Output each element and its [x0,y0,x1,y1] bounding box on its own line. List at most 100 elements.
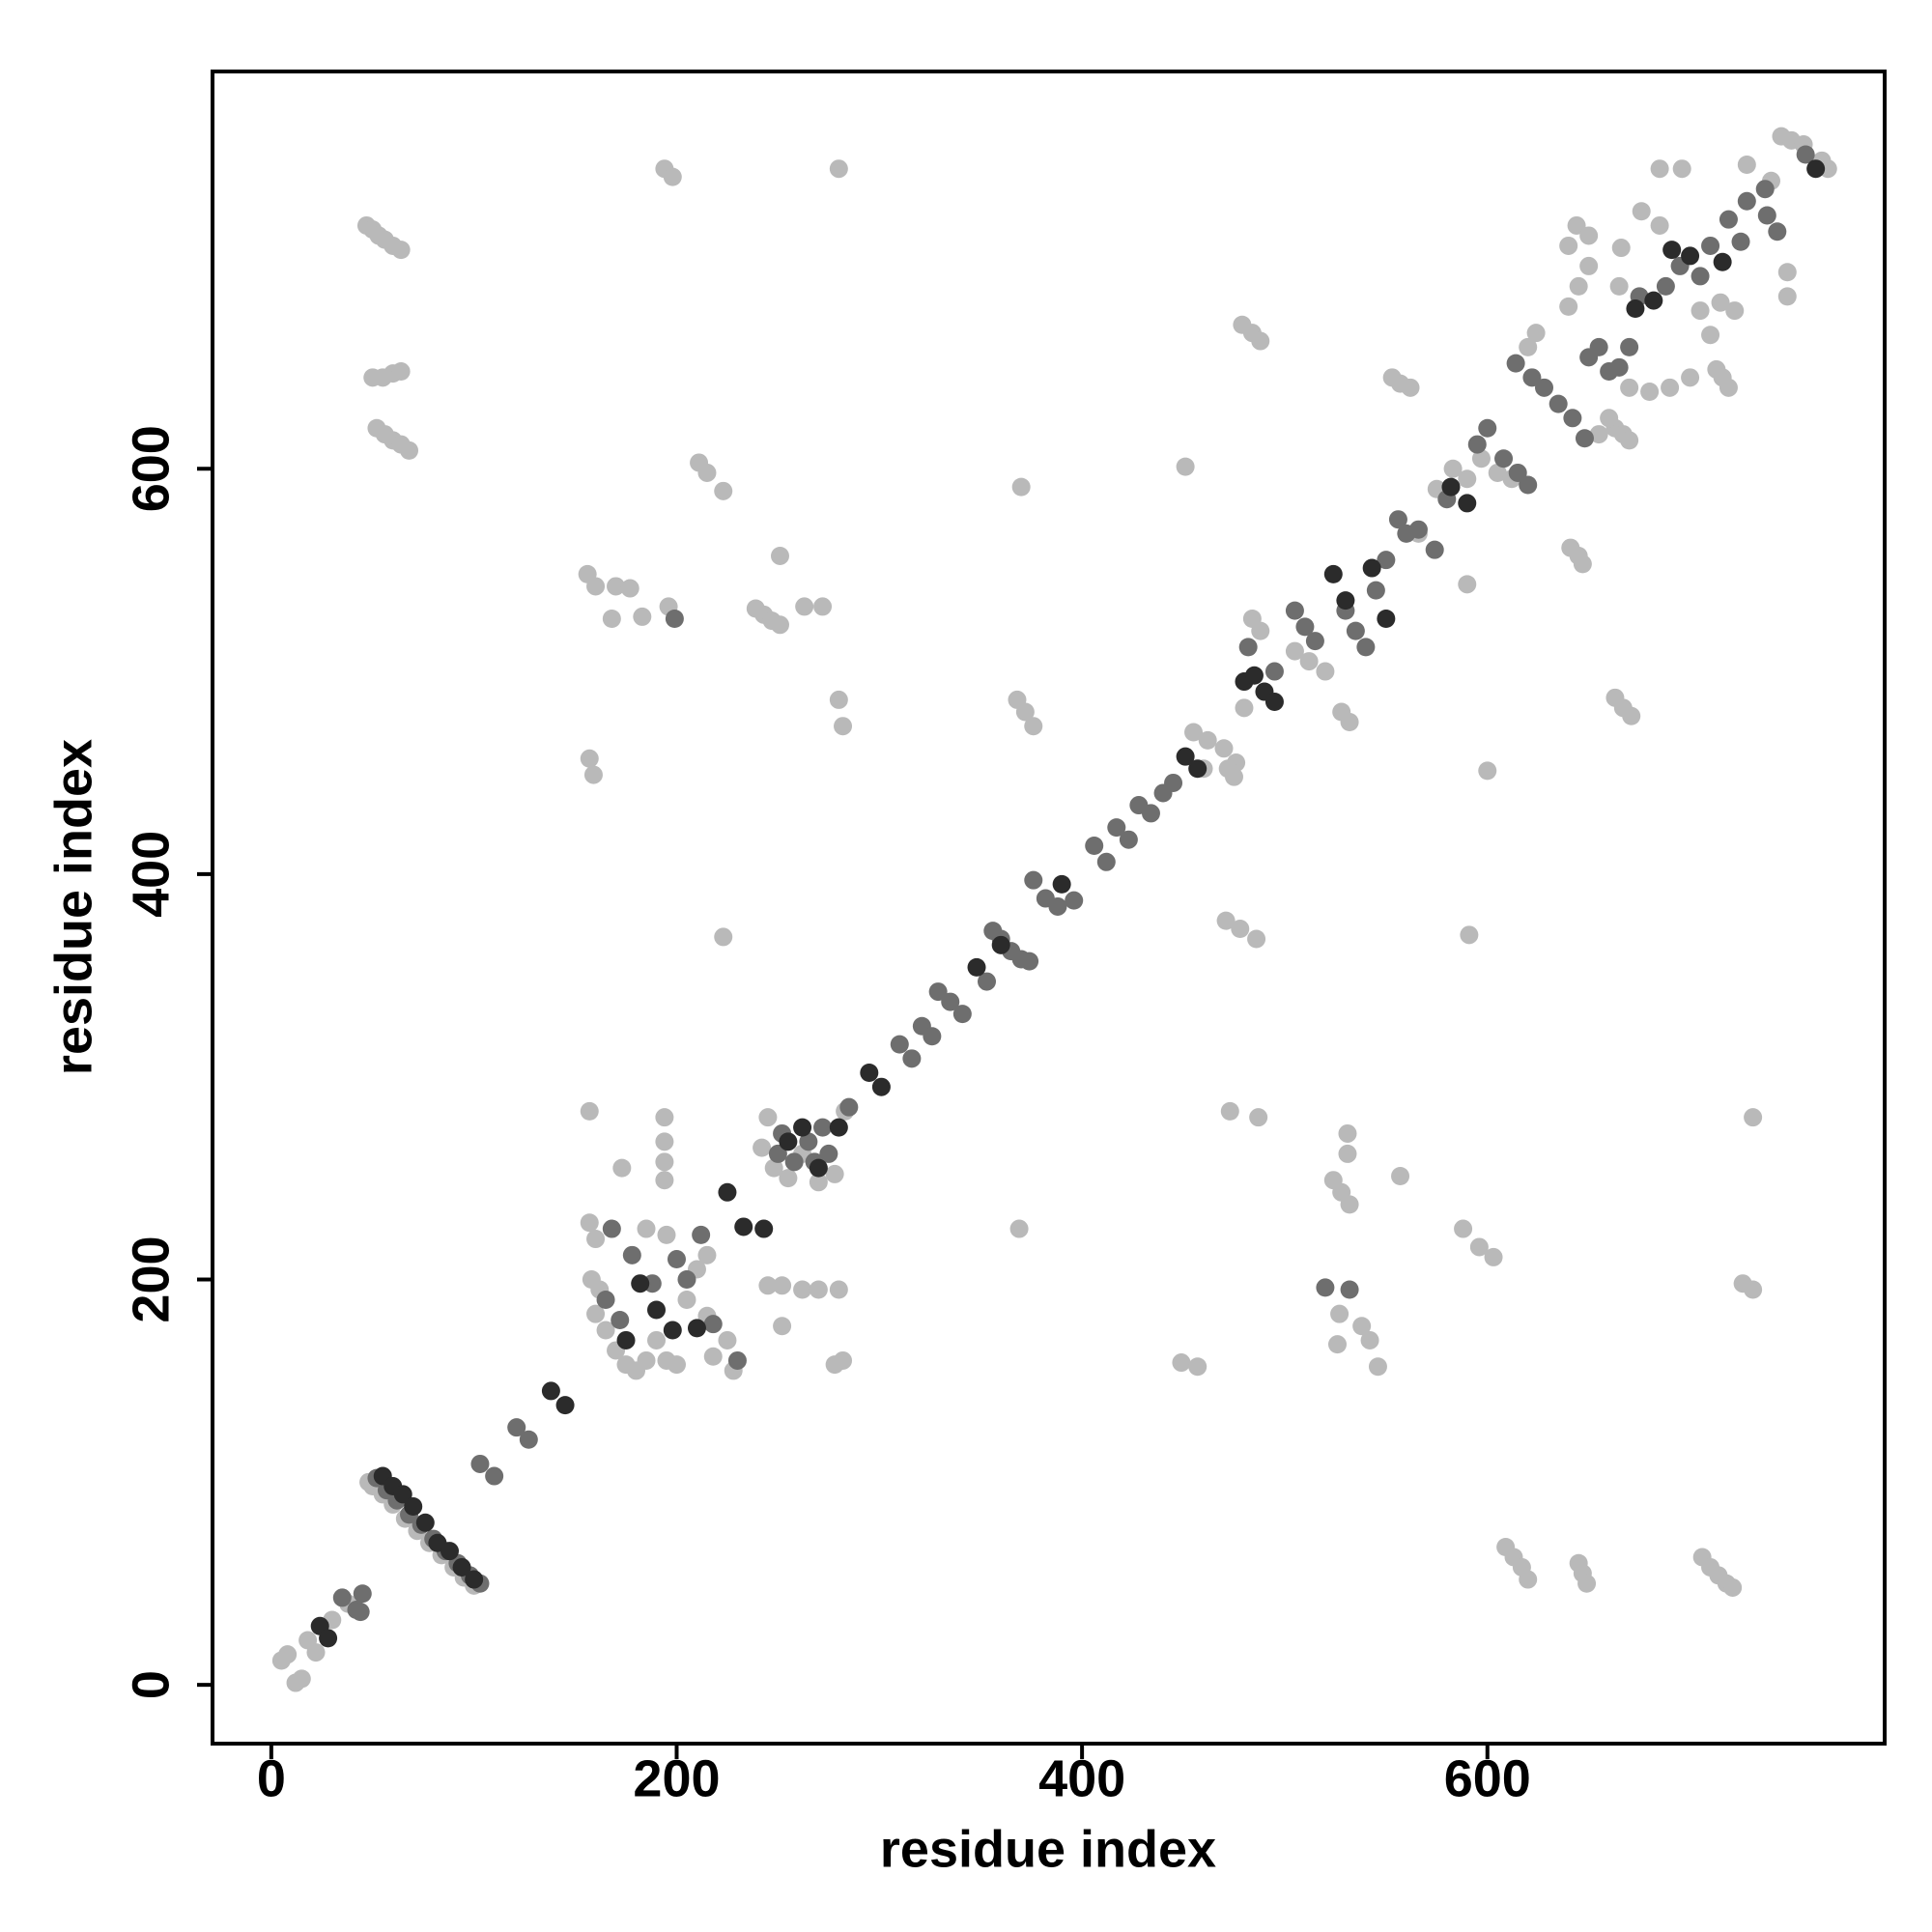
point [612,1158,632,1178]
point [1015,702,1035,722]
point [583,765,603,784]
point [1251,621,1270,640]
point [393,1485,412,1504]
point [1609,276,1629,296]
point [890,1035,909,1054]
point [1579,226,1599,245]
point [647,1300,667,1320]
point [665,610,684,629]
point [586,1304,606,1323]
point [1519,1570,1538,1589]
point [620,579,639,598]
point [1224,767,1243,786]
point [1220,1101,1239,1121]
point [714,481,733,500]
point [928,982,948,1002]
point [631,1274,650,1293]
point [470,1454,490,1473]
point [655,1171,674,1190]
x-tick-label: 600 [1444,1749,1531,1807]
point [278,1645,298,1664]
point [819,1144,838,1163]
point [923,1027,942,1046]
point [1188,1357,1208,1377]
point [1408,520,1428,539]
point [1567,215,1586,235]
point [773,1276,792,1295]
point [1184,723,1204,742]
point [825,1164,844,1183]
point [1701,326,1720,345]
point [404,1497,423,1517]
point [1164,773,1183,792]
point [1626,298,1645,318]
point [1052,874,1071,894]
point [1650,159,1669,179]
point [829,690,848,709]
point [1737,191,1756,211]
point [306,1643,326,1662]
point [1522,368,1542,387]
point [1401,378,1420,397]
point [1662,241,1682,260]
point [1484,1247,1503,1266]
point [1573,554,1592,574]
y-tick-label: 0 [122,1670,180,1699]
point [727,1350,747,1370]
point [1443,459,1463,478]
point [1701,236,1720,255]
point [1085,837,1104,856]
point [1024,870,1043,890]
point [1506,354,1525,373]
point [655,1108,674,1127]
point [507,1418,526,1437]
point [1251,331,1270,351]
point [622,1245,641,1264]
point [677,1290,696,1309]
point [1575,429,1594,448]
point [391,362,411,382]
point [829,1280,848,1299]
point [1777,263,1797,282]
point [1024,717,1043,736]
point [793,1118,812,1137]
point [1806,159,1826,179]
point [580,1213,599,1233]
point [637,1219,656,1238]
point [839,1097,859,1117]
point [1620,378,1639,397]
point [902,1049,922,1068]
point [793,1280,812,1299]
point [1172,1353,1191,1373]
point [784,1152,804,1172]
point [952,1005,972,1024]
point [351,1603,370,1622]
point [1214,739,1234,758]
x-tick-label: 400 [1038,1749,1125,1807]
x-tick-label: 0 [257,1749,286,1807]
point [1388,510,1407,529]
point [1316,662,1335,681]
point [1559,236,1578,255]
point [1338,1144,1357,1163]
point [758,1108,778,1127]
point [319,1629,338,1648]
point [555,1396,575,1415]
point [580,749,599,768]
point [1119,830,1138,849]
point [753,1138,772,1157]
point [1176,457,1195,476]
point [647,1330,667,1350]
point [1632,202,1651,221]
point [1295,617,1315,637]
point [1609,357,1629,377]
point [602,1219,621,1238]
point [655,1132,674,1151]
point [1526,324,1546,343]
point [1198,730,1217,750]
point [1323,564,1343,583]
point [1478,761,1497,781]
point [1661,378,1680,397]
point [485,1466,504,1486]
point [586,1230,606,1249]
